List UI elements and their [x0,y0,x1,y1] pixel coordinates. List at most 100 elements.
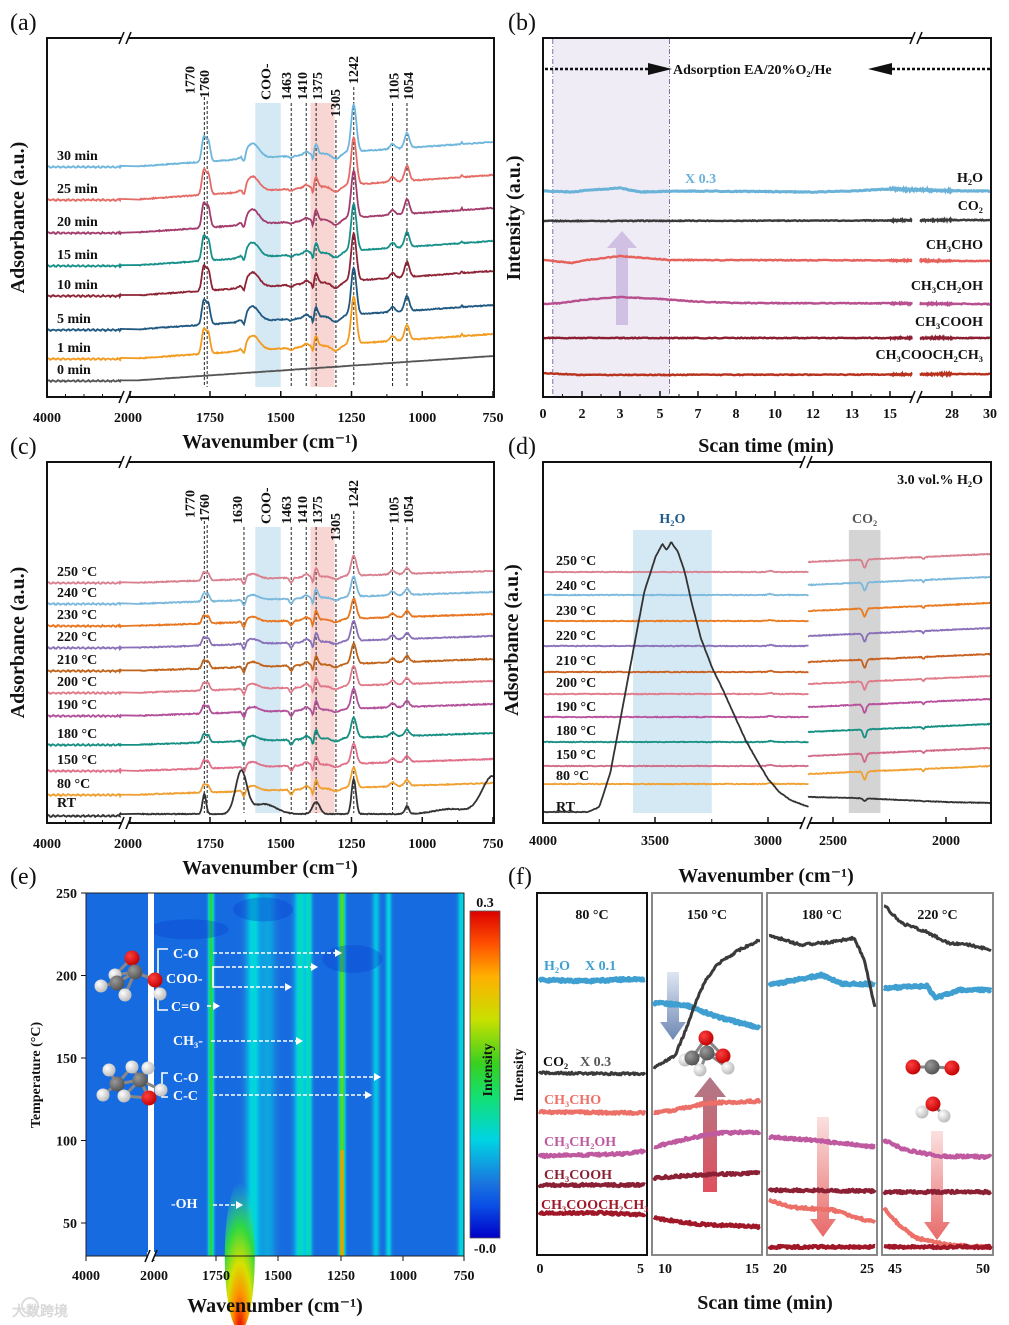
x-tick-label: 1500 [267,837,295,852]
peak-label: 1770 [183,490,198,518]
series-line [542,334,913,342]
panel-d: H₂O CO₂ 250 °C 240 °C 230 °C 220 °C 210 °C 200 … [501,461,992,887]
peak-label: COO- [259,63,274,100]
series-1-min: 1 min [46,295,494,362]
x-tick-label: 50 [976,1262,990,1277]
series-label: 190 °C [57,698,97,713]
series-line [118,769,494,818]
series-line-left [46,197,122,203]
atom-o [944,1060,960,1076]
x-axis-label: Scan time (min) [698,435,834,457]
x-tick-label: 1000 [389,1269,417,1284]
peak-label: 1242 [347,56,362,84]
arrow-right-icon [648,63,672,75]
series-line-left [542,618,809,623]
series-line-left [46,792,122,798]
colorbar [469,910,501,1239]
y-axis-label: Adsorbance (a.u.) [501,564,523,716]
series-230-c: 230 °C [46,597,493,629]
series-line-right [807,601,992,618]
x-tick-label: 3 [617,407,624,422]
panel-e: 4000 2000 1750 1500 1250 1000 750 50 100 150 200 25… [29,887,501,1325]
atom-o [698,1030,714,1046]
series-line [118,355,493,383]
series-line-left [46,768,121,774]
series-label: RT [57,796,77,811]
x-tick-label: 28 [945,407,959,422]
scale-note: X 0.3 [580,1055,611,1070]
band-annotation: -OH [171,1197,198,1212]
series-0-min: 0 min [46,355,493,384]
band-label: CO₂ [852,512,877,527]
series-line [653,1129,762,1150]
series-line-left [46,645,122,651]
series-line [537,1148,647,1159]
x-tick-label: 13 [845,407,859,422]
series-label: 230 °C [556,604,596,619]
series-25-min: 25 min [46,136,494,203]
peak-label: 1305 [329,89,344,117]
y-tick-label: 200 [56,970,77,985]
series-line-left [542,541,809,814]
series-rt: RT [46,769,494,819]
x-tick-label: 30 [983,407,997,422]
adsorption-header: Adsorption EA/20%O₂/He [673,63,832,78]
atom-c [684,1050,700,1066]
series-line [768,1197,877,1225]
y-axis-label: Temperature (°C) [29,1022,44,1129]
series-250-c: 250 °C [46,554,494,586]
atom-h [721,1061,735,1075]
series-line [767,971,877,988]
panel-b: Adsorption EA/20%O₂/He H₂O CO₂ CH₃CHO CH₃CH₂… [503,37,997,457]
series-label: CH₃COOH [544,1168,612,1183]
h2o-molecule-icon [915,1096,951,1123]
plot-frame [542,461,992,824]
series-ch-cooh: CH₃COOH [542,315,991,342]
y-tick-label: 250 [56,887,77,902]
arrow-head-icon [236,1201,243,1209]
adsorption-shaded-region [552,39,670,396]
peak-label: 1760 [198,494,213,522]
series-line-left [46,601,122,607]
series-line-left [46,813,122,819]
x-tick-label: 2000 [114,411,142,426]
band-1242-low-temp [339,1150,344,1256]
series-line [118,554,494,586]
series-line [118,102,494,170]
arrow-head-icon [285,983,292,991]
x-axis-label: Scan time (min) [697,1292,833,1314]
series-line [882,1138,993,1160]
peak-label: 1410 [296,496,311,524]
peak-label: 1770 [183,66,198,94]
series-line-left [542,781,809,786]
atom-h [693,1063,707,1077]
series-co: CO₂ [542,199,991,224]
x-tick-label: 8 [733,407,740,422]
x-tick-label: 10 [658,1262,672,1277]
series-line [919,257,991,265]
series-line-left [46,378,121,384]
y-axis-label: Intensity [512,1049,527,1102]
peak-label: 1375 [311,496,326,524]
series-30-min: 30 min [46,102,494,170]
series-15-min: 15 min [46,202,494,269]
x-tick-label: 750 [483,411,504,426]
series-line [118,136,494,203]
peak-label: 1463 [280,72,295,100]
series-180-c: 180 °C [46,715,494,748]
series-line-right [807,552,992,569]
scale-note: X 0.1 [585,959,616,974]
series-line-right [807,795,992,805]
co2-molecule-icon [905,1059,960,1076]
peak-label: 1463 [280,496,295,524]
axis-break-icon [799,455,813,469]
series-line-left [46,580,122,586]
series-line-right [807,722,992,739]
axis-break-icon-gap [121,34,129,42]
plot-frame [46,37,495,398]
x-tick-label: 15 [745,1262,759,1277]
plot-frame [85,892,465,1257]
watermark-text: 大数跨境 [12,1303,68,1320]
axis-break-icon [799,816,813,830]
series-line [883,1243,993,1251]
